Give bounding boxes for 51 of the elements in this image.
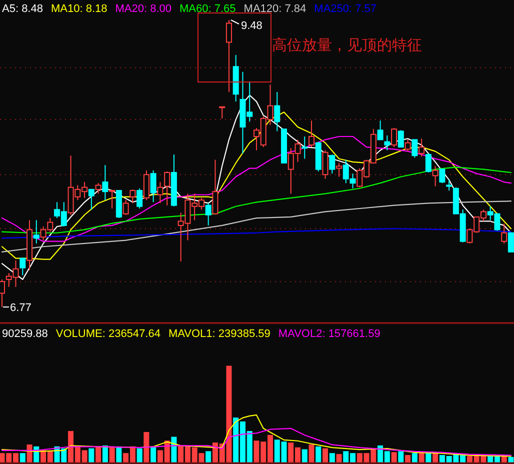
text: MA60: 7.65 xyxy=(180,3,236,15)
candlestick xyxy=(33,220,40,244)
text: MA250: 7.57 xyxy=(314,3,377,15)
candlestick xyxy=(302,136,308,160)
bar xyxy=(316,446,322,462)
text: MA10: 8.18 xyxy=(50,3,108,15)
annotation: 高位放量，见顶的特征 xyxy=(272,37,422,54)
candlestick xyxy=(404,139,411,152)
bar xyxy=(150,446,156,462)
bar xyxy=(171,436,177,462)
bar xyxy=(501,456,507,462)
bar xyxy=(391,452,397,462)
bar xyxy=(508,456,514,462)
annotation: 9.48 xyxy=(240,20,262,32)
candlestick xyxy=(102,164,108,201)
bar xyxy=(116,446,122,462)
bar xyxy=(302,449,308,462)
bar xyxy=(308,444,314,462)
bar xyxy=(398,451,404,462)
bar xyxy=(329,453,335,462)
bar xyxy=(88,448,94,462)
bar xyxy=(336,454,342,462)
text: MAVOL2: 157661.59 xyxy=(278,328,380,340)
bar xyxy=(426,453,432,462)
candlestick xyxy=(384,134,390,151)
candlestick xyxy=(432,166,438,187)
bar xyxy=(109,446,115,462)
bar xyxy=(322,448,328,462)
text: MA20: 8.00 xyxy=(115,3,172,15)
bar xyxy=(418,453,424,462)
bar xyxy=(96,446,102,462)
bar xyxy=(26,444,32,462)
candlestick xyxy=(232,54,239,102)
text: 90259.88 xyxy=(2,328,48,340)
candlestick xyxy=(157,182,164,204)
annotation: 6.77 xyxy=(10,302,32,314)
bar xyxy=(20,453,26,462)
text: MA120: 7.84 xyxy=(244,3,306,15)
bar xyxy=(102,445,108,462)
text: MAVOL1: 239385.59 xyxy=(168,328,270,340)
bar xyxy=(432,453,438,462)
bar xyxy=(412,453,418,462)
candlestick xyxy=(205,202,212,226)
bar xyxy=(136,448,142,462)
bar xyxy=(144,432,150,462)
bar xyxy=(206,451,212,462)
text: A5: 8.48 xyxy=(2,3,43,15)
bar xyxy=(405,455,411,462)
candlestick xyxy=(26,220,33,270)
candlestick xyxy=(274,92,280,132)
text: VOLUME: 236547.64 xyxy=(56,328,160,340)
